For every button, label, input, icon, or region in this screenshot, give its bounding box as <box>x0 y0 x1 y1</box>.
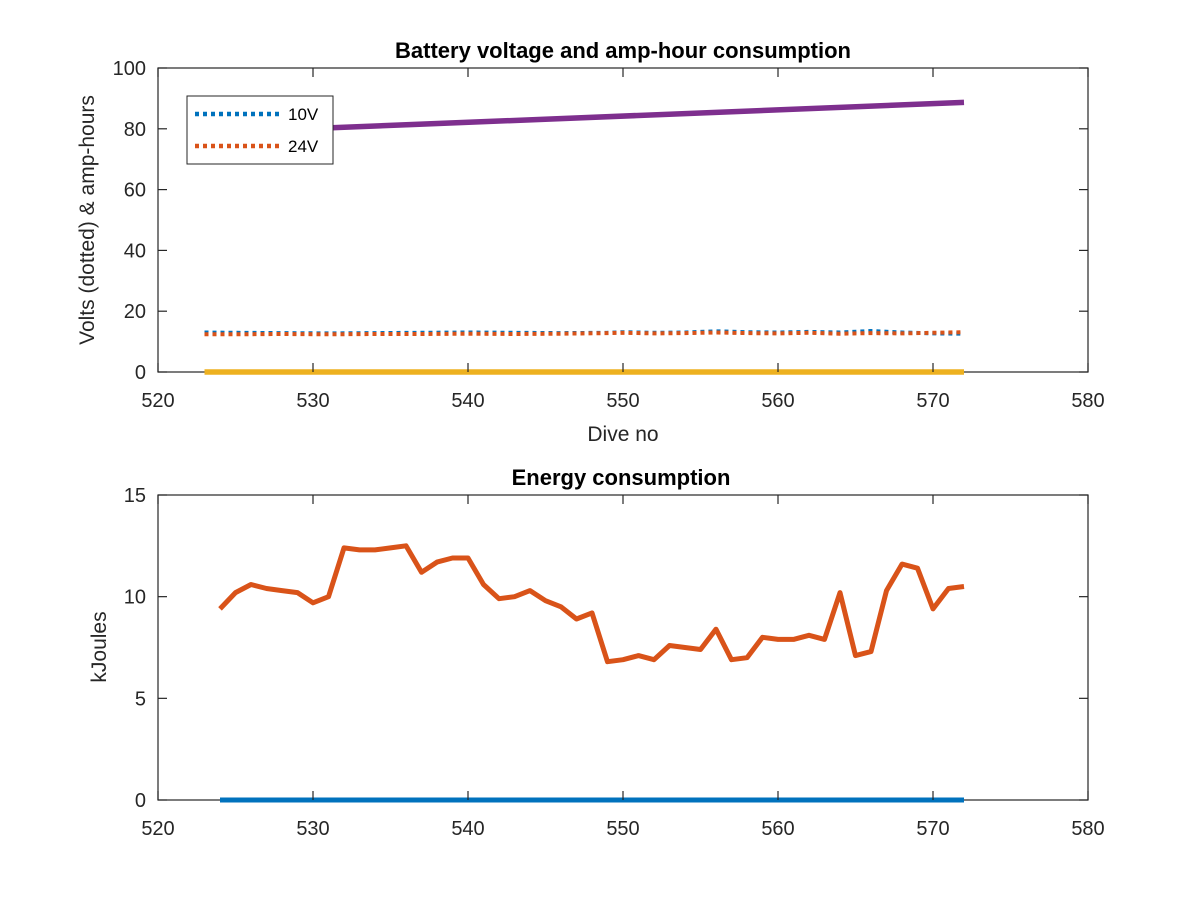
x-tick-label: 540 <box>451 390 484 412</box>
x-tick-label: 570 <box>916 390 949 412</box>
plot-area <box>157 494 1089 801</box>
x-tick-label: 560 <box>761 390 794 412</box>
y-tick-label: 20 <box>124 301 146 323</box>
chart-title: Energy consumption <box>512 465 731 490</box>
series-layer <box>218 543 965 803</box>
legend-box <box>186 95 334 165</box>
x-tick-label: 530 <box>296 818 329 840</box>
chart-title: Battery voltage and amp-hour consumption <box>395 38 851 63</box>
series-layer <box>204 99 965 375</box>
x-tick-label: 580 <box>1071 390 1104 412</box>
x-tick-label: 580 <box>1071 818 1104 840</box>
legend-item-24v: 24V <box>195 137 319 156</box>
series-line-series-1 <box>218 543 965 665</box>
y-tick-label: 10 <box>124 587 146 609</box>
y-tick-label: 15 <box>124 485 146 507</box>
ticks-layer: 520 530 540 550 560 570 580 0 5 10 15 <box>124 485 1105 840</box>
x-tick-label: 520 <box>141 390 174 412</box>
x-axis-label: Dive no <box>587 423 658 446</box>
x-tick-label: 530 <box>296 390 329 412</box>
x-tick-label: 520 <box>141 818 174 840</box>
series-line-series-3 <box>328 99 965 131</box>
legend-label-10v: 10V <box>288 105 319 124</box>
x-tick-label: 550 <box>606 818 639 840</box>
energy-axes: 520 530 540 550 560 570 580 0 5 10 15 Energy consu… <box>88 465 1105 840</box>
x-tick-label: 540 <box>451 818 484 840</box>
voltage-amphour-axes: 520 530 540 550 560 570 580 0 20 40 60 80 100 Batter… <box>76 38 1105 446</box>
y-axis-label: Volts (dotted) & amp-hours <box>76 95 99 345</box>
x-tick-label: 570 <box>916 818 949 840</box>
legend-label-24v: 24V <box>288 137 319 156</box>
legend: 10V 24V <box>186 95 334 165</box>
series-line-24v <box>204 330 965 337</box>
y-axis-label: kJoules <box>88 611 111 682</box>
x-tick-label: 560 <box>761 818 794 840</box>
y-tick-label: 100 <box>113 58 146 80</box>
y-tick-label: 40 <box>124 240 146 262</box>
legend-item-10v: 10V <box>195 105 319 124</box>
ticks-layer: 520 530 540 550 560 570 580 0 20 40 60 80 100 <box>113 58 1105 412</box>
y-tick-label: 80 <box>124 119 146 141</box>
x-tick-label: 550 <box>606 390 639 412</box>
y-tick-label: 5 <box>135 688 146 710</box>
y-tick-label: 0 <box>135 362 146 384</box>
y-tick-label: 60 <box>124 180 146 202</box>
y-tick-label: 0 <box>135 790 146 812</box>
